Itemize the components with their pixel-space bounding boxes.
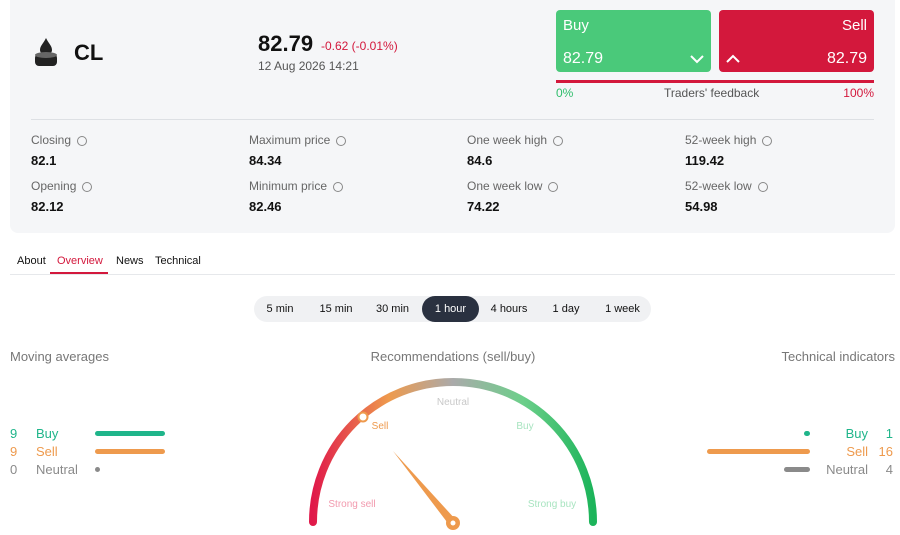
gauge-label: Strong sell bbox=[328, 499, 376, 510]
stat-label: One week high bbox=[467, 133, 564, 147]
ti-count: 4 bbox=[885, 462, 893, 477]
gauge-title: Recommendations (sell/buy) bbox=[370, 349, 536, 364]
chevron-up bbox=[726, 54, 740, 63]
buy-price: 82.79 bbox=[563, 50, 604, 67]
timeframe-button[interactable]: 5 min bbox=[266, 303, 294, 315]
gauge bbox=[309, 378, 597, 530]
ti-count: 16 bbox=[878, 444, 893, 459]
stat-label: 52-week high bbox=[685, 133, 773, 147]
stat-value: 119.42 bbox=[685, 153, 725, 168]
tabs-divider bbox=[10, 274, 895, 275]
help-icon[interactable] bbox=[333, 181, 344, 192]
stat-value: 84.6 bbox=[467, 153, 493, 168]
ma-bar bbox=[95, 467, 100, 472]
ti-label: Neutral bbox=[826, 462, 868, 477]
tab[interactable]: Technical bbox=[155, 255, 201, 267]
ti-bar bbox=[784, 467, 810, 472]
feedback-max: 100% bbox=[843, 86, 874, 100]
buy-button[interactable]: Buy 82.79 bbox=[556, 10, 711, 72]
gauge-arc bbox=[309, 378, 597, 526]
sell-label: Sell bbox=[841, 17, 867, 34]
ma-count: 0 bbox=[10, 462, 18, 477]
divider bbox=[31, 119, 874, 120]
gauge-label: Buy bbox=[516, 421, 534, 432]
datetime: 12 Aug 2026 14:21 bbox=[258, 59, 359, 73]
stat-value: 74.22 bbox=[467, 199, 500, 214]
ti-count: 1 bbox=[885, 426, 893, 441]
stat-label: 52-week low bbox=[685, 179, 768, 193]
ma-label: Buy bbox=[36, 426, 59, 441]
timeframe-button[interactable]: 1 week bbox=[605, 303, 640, 315]
stat-value: 82.12 bbox=[31, 199, 64, 214]
stat-value: 54.98 bbox=[685, 199, 718, 214]
timeframe-button[interactable]: 1 day bbox=[552, 303, 580, 315]
sell-price: 82.79 bbox=[826, 50, 867, 67]
timeframe-button[interactable]: 1 hour bbox=[422, 296, 479, 322]
ma-bar bbox=[95, 449, 165, 454]
ma-count: 9 bbox=[10, 426, 18, 441]
feedback-bar bbox=[556, 80, 874, 83]
price-change: -0.62 (-0.01%) bbox=[321, 39, 398, 53]
tab[interactable]: Overview bbox=[57, 255, 103, 267]
stat-label: One week low bbox=[467, 179, 559, 193]
stat-label: Minimum price bbox=[249, 179, 344, 193]
ti-bar bbox=[803, 431, 810, 436]
stat-label: Maximum price bbox=[249, 133, 347, 147]
chevron-down bbox=[690, 55, 704, 64]
timeframe-button[interactable]: 30 min bbox=[375, 303, 410, 315]
ti-title: Technical indicators bbox=[781, 349, 895, 364]
symbol: CL bbox=[74, 40, 104, 65]
ma-title: Moving averages bbox=[10, 349, 109, 364]
stat-label: Opening bbox=[31, 179, 93, 193]
price: 82.79 bbox=[258, 31, 314, 56]
timeframe-button[interactable]: 15 min bbox=[319, 303, 353, 315]
ti-label: Buy bbox=[845, 426, 868, 441]
stat-label: Closing bbox=[31, 133, 88, 147]
stat-value: 82.1 bbox=[31, 153, 57, 168]
symbol-icon bbox=[35, 38, 57, 66]
tab[interactable]: News bbox=[116, 255, 144, 267]
ti-label: Sell bbox=[846, 444, 868, 459]
stat-value: 82.46 bbox=[249, 199, 282, 214]
timeframe-button[interactable]: 4 hours bbox=[490, 303, 528, 315]
sell-button[interactable]: Sell 82.79 bbox=[719, 10, 874, 72]
help-icon[interactable] bbox=[757, 181, 768, 192]
feedback-min: 0% bbox=[556, 86, 574, 100]
ma-count: 9 bbox=[10, 444, 18, 459]
ti-bar bbox=[707, 449, 810, 454]
help-icon[interactable] bbox=[336, 135, 347, 146]
needle-hub-center bbox=[450, 520, 456, 526]
help-icon[interactable] bbox=[77, 135, 88, 146]
gauge-label: Sell bbox=[371, 421, 389, 432]
tab-underline bbox=[50, 272, 108, 274]
feedback-label: Traders' feedback bbox=[664, 86, 760, 100]
help-icon[interactable] bbox=[762, 135, 773, 146]
ma-bar bbox=[95, 431, 165, 436]
help-icon[interactable] bbox=[548, 181, 559, 192]
gauge-needle bbox=[393, 451, 456, 526]
stat-value: 84.34 bbox=[249, 153, 282, 168]
ma-label: Neutral bbox=[36, 462, 78, 477]
tab[interactable]: About bbox=[17, 255, 46, 267]
help-icon[interactable] bbox=[82, 181, 93, 192]
ma-label: Sell bbox=[36, 444, 58, 459]
gauge-marker bbox=[357, 411, 369, 423]
gauge-label: Strong buy bbox=[527, 499, 577, 510]
buy-label: Buy bbox=[563, 17, 589, 34]
help-icon[interactable] bbox=[553, 135, 564, 146]
gauge-label: Neutral bbox=[436, 397, 470, 408]
